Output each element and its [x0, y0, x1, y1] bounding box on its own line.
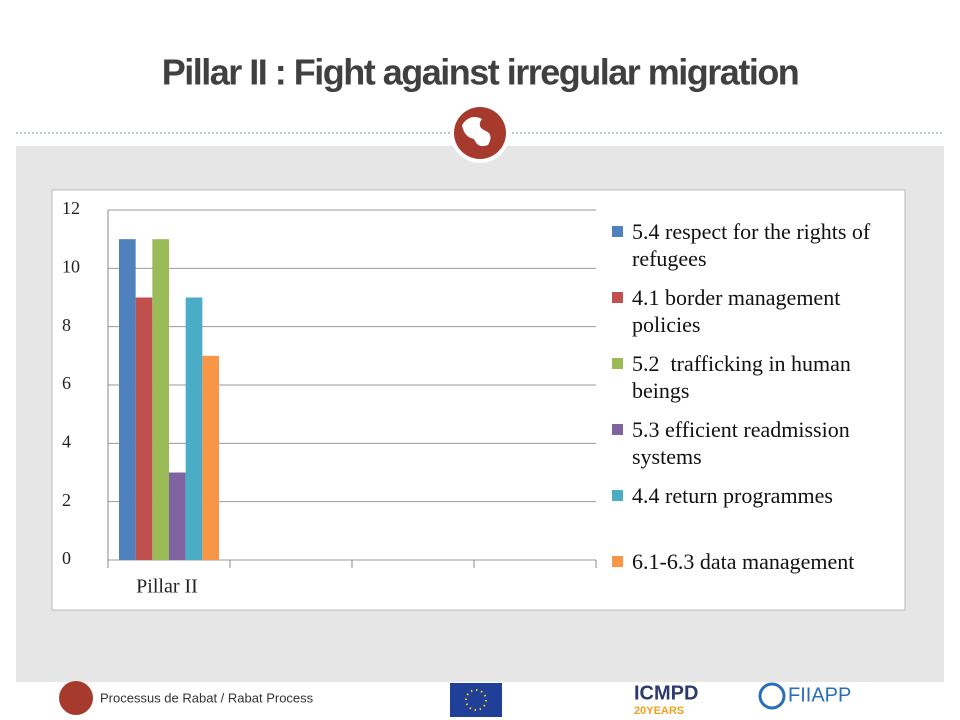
bar: [202, 355, 219, 560]
legend-item: 6.1-6.3 data management: [612, 548, 902, 575]
y-tick-label: 12: [62, 198, 80, 218]
legend-label: 4.4 return programmes: [632, 483, 833, 508]
logo-text: ICMPD: [634, 682, 698, 704]
legend-label: 5.4 respect for the rights of refugees: [632, 219, 876, 271]
legend-item: 4.1 border management policies: [612, 284, 902, 338]
bar: [135, 297, 153, 560]
legend-item: 5.2 trafficking in human beings: [612, 350, 902, 404]
eu-stars: [465, 689, 487, 711]
legend-label: 5.3 efficient readmission systems: [632, 417, 856, 469]
footer-text: Processus de Rabat / Rabat Process: [100, 690, 314, 705]
y-tick-label: 2: [62, 490, 71, 510]
logo-text: FIIAPP: [788, 684, 851, 706]
legend-swatch: [612, 424, 623, 435]
legend-label: 6.1-6.3 data management: [632, 549, 855, 574]
bar: [185, 297, 203, 560]
legend-item: 5.4 respect for the rights of refugees: [612, 218, 902, 272]
legend-swatch: [612, 490, 623, 501]
legend-swatch: [612, 292, 623, 303]
bar: [169, 472, 186, 560]
legend-swatch: [612, 358, 623, 369]
bar: [119, 239, 136, 560]
y-tick-label: 6: [62, 373, 71, 393]
legend-item: 4.4 return programmes: [612, 482, 902, 509]
bar: [152, 239, 169, 560]
legend-swatch: [612, 556, 623, 567]
legend-item: 5.3 efficient readmission systems: [612, 416, 902, 470]
y-tick-label: 4: [62, 431, 71, 451]
footer-logo: [59, 681, 93, 715]
legend-swatch: [612, 226, 623, 237]
legend-label: 4.1 border management policies: [632, 285, 846, 337]
fiiapp-logo: [758, 682, 786, 710]
x-tick-label: Pillar II: [136, 576, 198, 598]
logo-text: 20YEARS: [634, 705, 684, 717]
legend-label: 5.2 trafficking in human beings: [632, 351, 857, 403]
slide-title: Pillar II : Fight against irregular migr…: [162, 52, 799, 93]
logo-land: [462, 117, 491, 147]
y-tick-label: 10: [62, 256, 80, 276]
eu-flag: [450, 683, 502, 717]
y-tick-label: 8: [62, 315, 71, 335]
y-tick-label: 0: [62, 548, 71, 568]
